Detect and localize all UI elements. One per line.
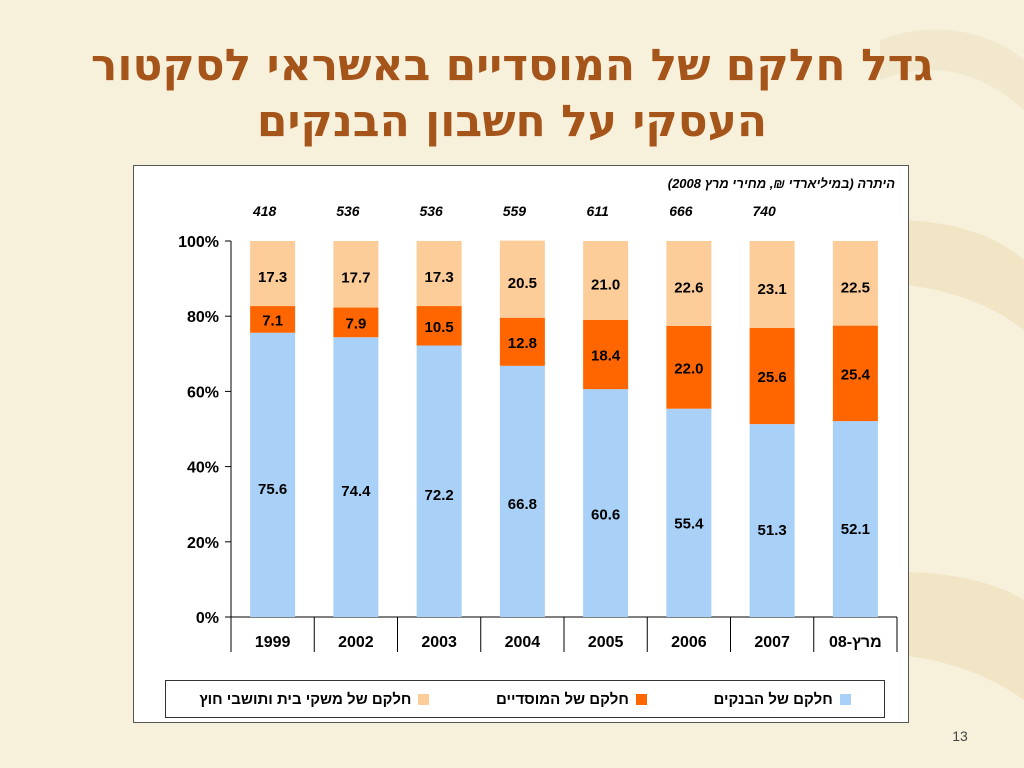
stacked-bar-chart: היתרה (במיליארדי ₪, מחירי מרץ 2008) 0% 20%…: [178, 176, 898, 652]
bar-segment-institutional: [333, 307, 379, 338]
data-label: 55.4: [674, 515, 704, 532]
data-label: 75.6: [258, 481, 287, 498]
legend-swatch-institutional: [635, 693, 647, 705]
bar-segment-banks: [499, 365, 545, 617]
bar-segment-institutional: [416, 306, 462, 346]
slide-title: גדל חלקם של המוסדיים באשראי לסקטור העסקי…: [60, 38, 964, 150]
x-tick-label: 2003: [421, 634, 457, 651]
bar-segment-institutional: [583, 319, 629, 390]
bar-segment-institutional: [250, 306, 296, 333]
data-label: 21.0: [591, 276, 620, 293]
total-label: 536: [419, 203, 443, 219]
bar-segment-banks: [749, 424, 795, 617]
data-label: 10.5: [425, 319, 454, 336]
bar-segment-households: [250, 241, 296, 307]
bar-segment-households: [416, 241, 462, 307]
chart-legend: חלקם של הבנקים חלקם של המוסדיים חלקם של …: [165, 680, 885, 718]
legend-item-institutional: חלקם של המוסדיים: [496, 691, 647, 708]
legend-label-institutional: חלקם של המוסדיים: [496, 690, 629, 708]
total-label: 418: [252, 203, 277, 219]
bar-segment-households: [832, 241, 878, 326]
bar-segment-institutional: [832, 325, 878, 422]
bar-segment-households: [333, 241, 379, 308]
y-tick-label: 100%: [178, 234, 219, 251]
legend-label-banks: חלקם של הבנקים: [713, 690, 833, 708]
total-label: 536: [336, 203, 360, 219]
data-label: 52.1: [841, 521, 870, 538]
bar-segment-households: [749, 241, 795, 328]
data-label: 25.4: [841, 366, 871, 383]
legend-label-households: חלקם של משקי בית ותושבי חוץ: [199, 690, 412, 708]
bar-segment-households: [583, 241, 629, 320]
x-tick-label: מרץ-08: [829, 634, 882, 651]
data-label: 22.5: [841, 280, 870, 297]
data-label: 22.0: [674, 360, 703, 377]
title-line-2: העסקי על חשבון הבנקים: [256, 96, 768, 147]
x-tick-label: 1999: [255, 634, 291, 651]
bar-segment-institutional: [749, 327, 795, 425]
x-tick-label: 2002: [338, 634, 374, 651]
total-label: 666: [669, 203, 693, 219]
data-label: 7.1: [262, 312, 283, 329]
data-label: 66.8: [508, 496, 537, 513]
x-tick-label: 2006: [671, 634, 707, 651]
bar-segment-institutional: [499, 317, 545, 366]
y-tick-label: 20%: [187, 535, 219, 552]
data-label: 23.1: [758, 281, 787, 298]
bar-segment-households: [666, 241, 712, 326]
legend-item-households: חלקם של משקי בית ותושבי חוץ: [199, 690, 430, 708]
total-label: 611: [586, 203, 609, 219]
bar-segment-banks: [666, 408, 712, 617]
y-tick-label: 80%: [187, 309, 219, 326]
data-label: 60.6: [591, 506, 620, 523]
y-tick-label: 60%: [187, 384, 219, 401]
legend-swatch-households: [418, 693, 430, 705]
data-label: 18.4: [591, 348, 621, 365]
x-tick-label: 2004: [505, 634, 541, 651]
chart-container: היתרה (במיליארדי ₪, מחירי מרץ 2008) 0% 20%…: [133, 165, 909, 723]
data-label: 17.3: [425, 269, 454, 286]
data-label: 17.7: [341, 270, 370, 287]
bar-segment-banks: [250, 332, 296, 617]
legend-swatch-banks: [839, 693, 851, 705]
total-label: 559: [503, 203, 527, 219]
total-label: 740: [752, 203, 776, 219]
data-label: 22.6: [674, 280, 703, 297]
data-label: 74.4: [341, 483, 371, 500]
bar-segment-banks: [333, 337, 379, 617]
page-number: 13: [952, 728, 968, 744]
y-tick-label: 40%: [187, 460, 219, 477]
bar-segment-banks: [416, 345, 462, 617]
data-label: 20.5: [508, 275, 537, 292]
bar-segment-banks: [583, 389, 629, 617]
data-label: 51.3: [758, 522, 787, 539]
bar-segment-households: [499, 240, 545, 318]
data-label: 12.8: [508, 335, 537, 352]
y-tick-label: 0%: [196, 610, 219, 627]
data-label: 25.6: [758, 369, 787, 386]
bar-segment-institutional: [666, 325, 712, 409]
data-label: 7.9: [345, 315, 366, 332]
title-line-1: גדל חלקם של המוסדיים באשראי לסקטור: [90, 40, 934, 91]
chart-subtitle: היתרה (במיליארדי ₪, מחירי מרץ 2008): [668, 176, 895, 191]
data-label: 17.3: [258, 269, 287, 286]
x-tick-label: 2005: [588, 634, 624, 651]
data-label: 72.2: [425, 487, 454, 504]
legend-item-banks: חלקם של הבנקים: [713, 690, 851, 708]
x-tick-label: 2007: [754, 634, 790, 651]
bar-segment-banks: [832, 421, 878, 617]
